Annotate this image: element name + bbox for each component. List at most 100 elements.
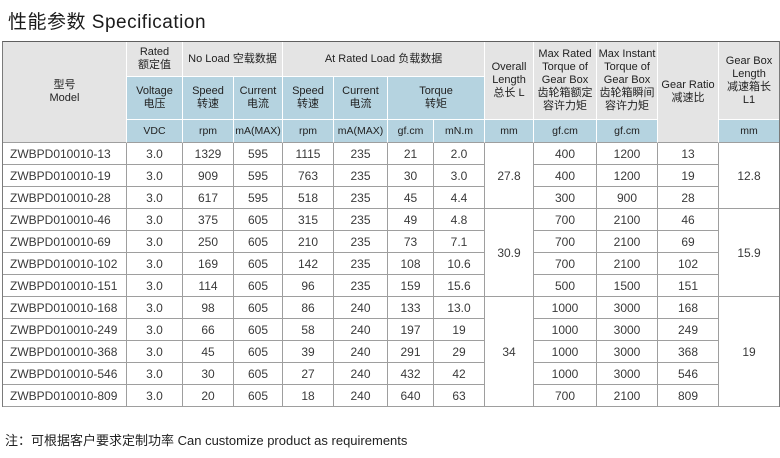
cell-no-load-speed: 909 bbox=[183, 165, 234, 187]
cell-max-instant-torque: 2100 bbox=[597, 209, 659, 231]
cell-gear-ratio: 46 bbox=[658, 209, 720, 231]
cell-voltage: 3.0 bbox=[127, 209, 183, 231]
cell-model: ZWBPD010010-151 bbox=[3, 275, 127, 297]
cell-no-load-speed: 375 bbox=[183, 209, 234, 231]
unit-mnm-torque: mN.m bbox=[434, 120, 486, 143]
cell-model: ZWBPD010010-28 bbox=[3, 187, 127, 209]
cell-model: ZWBPD010010-368 bbox=[3, 341, 127, 363]
table-row: ZWBPD010010-368 3.0 45 605 39 240 291 29 1000 300… bbox=[3, 341, 779, 363]
cell-max-rated-torque: 700 bbox=[534, 231, 598, 253]
cell-rated-speed: 96 bbox=[283, 275, 334, 297]
cell-rated-speed: 18 bbox=[283, 385, 334, 407]
spec-table-body: ZWBPD010010-13 3.0 1329 595 1115 235 21 2.0 27.8… bbox=[3, 143, 780, 407]
table-row: ZWBPD010010-46 3.0 375 605 315 235 49 4.8 30.9 70… bbox=[3, 209, 780, 297]
cell-gear-ratio: 151 bbox=[658, 275, 720, 297]
cell-max-instant-torque: 1500 bbox=[597, 275, 659, 297]
cell-max-instant-torque: 2100 bbox=[597, 231, 659, 253]
table-row: ZWBPD010010-13 3.0 1329 595 1115 235 21 2.0 27.8… bbox=[3, 143, 780, 209]
cell-rated-current: 240 bbox=[334, 363, 388, 385]
no-load-header: No Load 空载数据 bbox=[183, 42, 283, 77]
cell-rated-speed: 142 bbox=[283, 253, 334, 275]
cell-model: ZWBPD010010-13 bbox=[3, 143, 127, 165]
cell-model: ZWBPD010010-46 bbox=[3, 209, 127, 231]
cell-gear-ratio: 546 bbox=[658, 363, 720, 385]
table-row: ZWBPD010010-249 3.0 66 605 58 240 197 19 1000 300… bbox=[3, 319, 779, 341]
cell-model: ZWBPD010010-69 bbox=[3, 231, 127, 253]
cell-no-load-current: 605 bbox=[234, 275, 283, 297]
cell-voltage: 3.0 bbox=[127, 275, 183, 297]
max-instant-torque-header: Max Instant Torque of Gear Box 齿轮箱瞬间 容许力… bbox=[597, 42, 659, 120]
table-row: ZWBPD010010-69 3.0 250 605 210 235 73 7.1 700 210… bbox=[3, 231, 779, 253]
cell-no-load-speed: 114 bbox=[183, 275, 234, 297]
unit-vdc: VDC bbox=[127, 120, 183, 143]
cell-voltage: 3.0 bbox=[127, 363, 183, 385]
cell-gear-ratio: 168 bbox=[658, 297, 720, 319]
cell-torque-mnm: 15.6 bbox=[434, 275, 486, 297]
cell-no-load-speed: 250 bbox=[183, 231, 234, 253]
cell-overall-length: 27.8 bbox=[485, 143, 535, 209]
header-row-units: VDC rpm mA(MAX) rpm mA(MAX) gf.cm mN.m m… bbox=[3, 120, 780, 143]
cell-max-instant-torque: 2100 bbox=[597, 385, 659, 407]
cell-voltage: 3.0 bbox=[127, 165, 183, 187]
cell-model: ZWBPD010010-19 bbox=[3, 165, 127, 187]
cell-torque-mnm: 29 bbox=[434, 341, 486, 363]
cell-max-rated-torque: 700 bbox=[534, 385, 598, 407]
table-row: ZWBPD010010-28 3.0 617 595 518 235 45 4.4 300 900… bbox=[3, 187, 779, 209]
unit-gfcm-max-instant: gf.cm bbox=[597, 120, 659, 143]
cell-model: ZWBPD010010-546 bbox=[3, 363, 127, 385]
cell-max-rated-torque: 1000 bbox=[534, 297, 598, 319]
cell-no-load-current: 605 bbox=[234, 341, 283, 363]
cell-max-rated-torque: 500 bbox=[534, 275, 598, 297]
cell-gear-box-length: 15.9 bbox=[719, 209, 780, 297]
cell-no-load-speed: 45 bbox=[183, 341, 234, 363]
cell-voltage: 3.0 bbox=[127, 231, 183, 253]
cell-rated-current: 240 bbox=[334, 341, 388, 363]
cell-rated-current: 235 bbox=[334, 165, 388, 187]
cell-torque-gfcm: 640 bbox=[388, 385, 434, 407]
cell-torque-gfcm: 432 bbox=[388, 363, 434, 385]
table-row: ZWBPD010010-168 3.0 98 605 86 240 133 13.0 34 100… bbox=[3, 297, 780, 407]
cell-torque-gfcm: 108 bbox=[388, 253, 434, 275]
cell-torque-mnm: 13.0 bbox=[434, 297, 486, 319]
specification-table: 型号 Model Rated 额定值 No Load 空载数据 At Rated… bbox=[2, 41, 780, 407]
gear-ratio-header: Gear Ratio 减速比 bbox=[658, 42, 720, 143]
overall-length-header: Overall Length 总长 L bbox=[485, 42, 535, 120]
cell-rated-speed: 763 bbox=[283, 165, 334, 187]
cell-no-load-speed: 169 bbox=[183, 253, 234, 275]
cell-gear-ratio: 102 bbox=[658, 253, 720, 275]
cell-torque-mnm: 2.0 bbox=[434, 143, 486, 165]
unit-mm-overall: mm bbox=[485, 120, 535, 143]
cell-max-instant-torque: 1200 bbox=[597, 143, 659, 165]
table-row: ZWBPD010010-19 3.0 909 595 763 235 30 3.0 400 120… bbox=[3, 165, 779, 187]
cell-torque-gfcm: 291 bbox=[388, 341, 434, 363]
cell-rated-current: 235 bbox=[334, 253, 388, 275]
cell-gear-box-length: 12.8 bbox=[719, 143, 780, 209]
cell-voltage: 3.0 bbox=[127, 187, 183, 209]
header-row-1: 型号 Model Rated 额定值 No Load 空载数据 At Rated… bbox=[3, 42, 780, 143]
cell-torque-mnm: 10.6 bbox=[434, 253, 486, 275]
cell-max-instant-torque: 3000 bbox=[597, 319, 659, 341]
cell-no-load-speed: 30 bbox=[183, 363, 234, 385]
footnote: 注：可根据客户要求定制功率 Can customize product as r… bbox=[5, 433, 408, 448]
unit-rpm-rated: rpm bbox=[283, 120, 334, 143]
torque-header: Torque 转矩 bbox=[388, 77, 486, 120]
cell-rated-speed: 86 bbox=[283, 297, 334, 319]
cell-max-rated-torque: 700 bbox=[534, 209, 598, 231]
cell-torque-mnm: 42 bbox=[434, 363, 486, 385]
cell-voltage: 3.0 bbox=[127, 319, 183, 341]
cell-rated-speed: 58 bbox=[283, 319, 334, 341]
cell-max-instant-torque: 3000 bbox=[597, 363, 659, 385]
cell-max-instant-torque: 1200 bbox=[597, 165, 659, 187]
cell-overall-length: 34 bbox=[485, 297, 535, 407]
cell-torque-gfcm: 133 bbox=[388, 297, 434, 319]
cell-torque-mnm: 4.8 bbox=[434, 209, 486, 231]
cell-model: ZWBPD010010-102 bbox=[3, 253, 127, 275]
cell-gear-ratio: 809 bbox=[658, 385, 720, 407]
cell-gear-ratio: 249 bbox=[658, 319, 720, 341]
unit-mm-gearbox: mm bbox=[719, 120, 780, 143]
rated-load-current-header: Current 电流 bbox=[334, 77, 388, 120]
cell-rated-speed: 210 bbox=[283, 231, 334, 253]
cell-rated-current: 240 bbox=[334, 385, 388, 407]
cell-model: ZWBPD010010-249 bbox=[3, 319, 127, 341]
